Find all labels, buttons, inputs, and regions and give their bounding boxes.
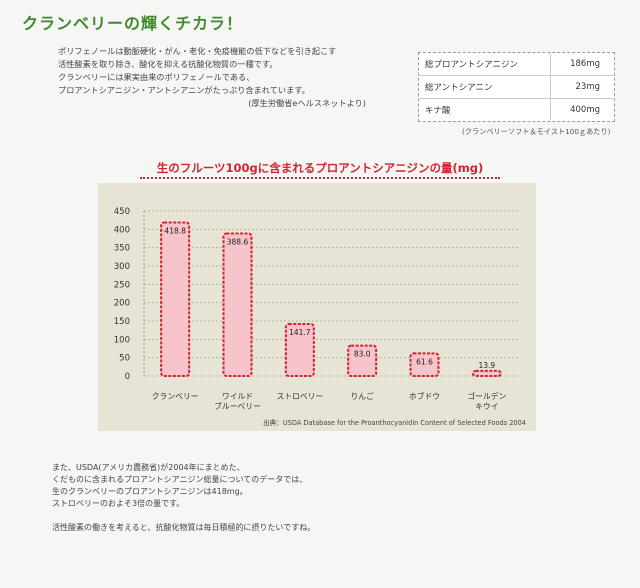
bar-value-label: 418.8 xyxy=(164,226,186,235)
table-cell-value: 186mg xyxy=(550,53,614,76)
table-cell-value: 400mg xyxy=(570,105,600,115)
nutrition-table: 総プロアントシアニジン 186mg 総アントシアニン 23mg キナ酸 400m… xyxy=(419,53,614,121)
outro-line: また、USDA(アメリカ農務省)が2004年にまとめた、 xyxy=(52,463,245,472)
table-row: 総アントシアニン 23mg xyxy=(419,75,614,99)
bar xyxy=(160,221,191,377)
y-tick-label: 400 xyxy=(114,225,130,235)
chart-source: 出典：USDA Database for the Proanthocyanidi… xyxy=(263,419,526,427)
bar-value-label: 61.6 xyxy=(416,357,433,366)
intro-line: 活性酸素を取り除き、酸化を抑える抗酸化物質の一種です。 xyxy=(58,59,278,69)
intro-line: ポリフェノールは動脈硬化・がん・老化・免疫機能の低下などを引き起こす xyxy=(58,46,337,56)
y-tick-label: 250 xyxy=(114,280,130,290)
x-tick-label: クランベリー xyxy=(152,392,199,401)
intro-source: (厚生労働省eヘルスネットより) xyxy=(248,98,366,108)
x-tick-label: キウイ xyxy=(475,402,498,411)
chart-title: 生のフルーツ100gに含まれるプロアントシアニジンの量(mg) xyxy=(156,161,484,175)
y-tick-label: 350 xyxy=(114,244,130,254)
bar xyxy=(347,344,378,377)
page-heading: クランベリーの輝くチカラ！ xyxy=(22,14,244,33)
bar xyxy=(284,323,315,377)
bar-chart: 0 50 100 150 200 250 300 350 400 450 418.8 クランベリー 38… xyxy=(114,207,518,411)
intro-line: クランベリーには果実由来のポリフェノールである、 xyxy=(58,72,255,82)
nutrition-table-box: 総プロアントシアニジン 186mg 総アントシアニン 23mg キナ酸 400m… xyxy=(418,52,615,122)
chart-title-underline xyxy=(140,177,500,179)
bar-value-label: 13.9 xyxy=(478,361,495,370)
table-cell-value: 23mg xyxy=(550,75,614,99)
outro-line: 生のクランベリーのプロアントシアニジンは418mg。 xyxy=(52,487,248,496)
outro-line: ストロベリーのおよそ3倍の量です。 xyxy=(52,499,185,508)
y-tick-label: 200 xyxy=(114,299,130,309)
bar xyxy=(409,352,440,377)
x-tick-label: ストロベリー xyxy=(276,392,323,401)
bar-value-label: 388.6 xyxy=(227,238,249,247)
table-row: 総プロアントシアニジン 186mg xyxy=(419,53,614,76)
y-tick-label: 100 xyxy=(114,335,130,345)
intro-text: ポリフェノールは動脈硬化・がん・老化・免疫機能の低下などを引き起こす 活性酸素を… xyxy=(58,45,398,110)
outro-gap xyxy=(52,510,412,522)
y-tick-label: 0 xyxy=(125,372,130,382)
x-tick-label: ブルーベリー xyxy=(214,401,261,411)
chart-panel: 0 50 100 150 200 250 300 350 400 450 418.8 クランベリー 38… xyxy=(98,183,536,431)
outro-closing: 活性酸素の働きを考えると、抗酸化物質は毎日積極的に摂りたいですね。 xyxy=(52,523,316,532)
table-cell-name: 総アントシアニン xyxy=(419,75,552,99)
x-tick-label: りんご xyxy=(350,391,374,401)
outro-line: くだものに含まれるプロアントシアニジン総量についてのデータでは、 xyxy=(52,475,308,484)
outro-text: また、USDA(アメリカ農務省)が2004年にまとめた、 くだものに含まれるプロ… xyxy=(52,462,412,534)
y-tick-label: 300 xyxy=(114,262,130,272)
table-cell-name: 総プロアントシアニジン xyxy=(419,53,552,76)
bar xyxy=(222,232,253,377)
y-tick-label: 50 xyxy=(119,354,130,364)
y-tick-label: 450 xyxy=(114,207,130,217)
x-tick-label: ワイルド xyxy=(222,392,253,401)
table-row: キナ酸 400mg xyxy=(419,98,614,121)
table-note: (クランベリーソフト＆モイスト100ｇあたり) xyxy=(462,127,611,136)
y-tick-label: 150 xyxy=(114,317,130,327)
x-tick-label: ホブドウ xyxy=(409,391,440,401)
bar xyxy=(471,369,502,378)
x-tick-label: ゴールデン xyxy=(467,391,506,401)
intro-line: プロアントシアニジン・アントシアニンがたっぷり含まれています。 xyxy=(58,85,310,95)
bar-value-label: 141.7 xyxy=(289,328,311,337)
table-cell-name: キナ酸 xyxy=(419,98,552,121)
bar-value-label: 83.0 xyxy=(354,350,371,359)
